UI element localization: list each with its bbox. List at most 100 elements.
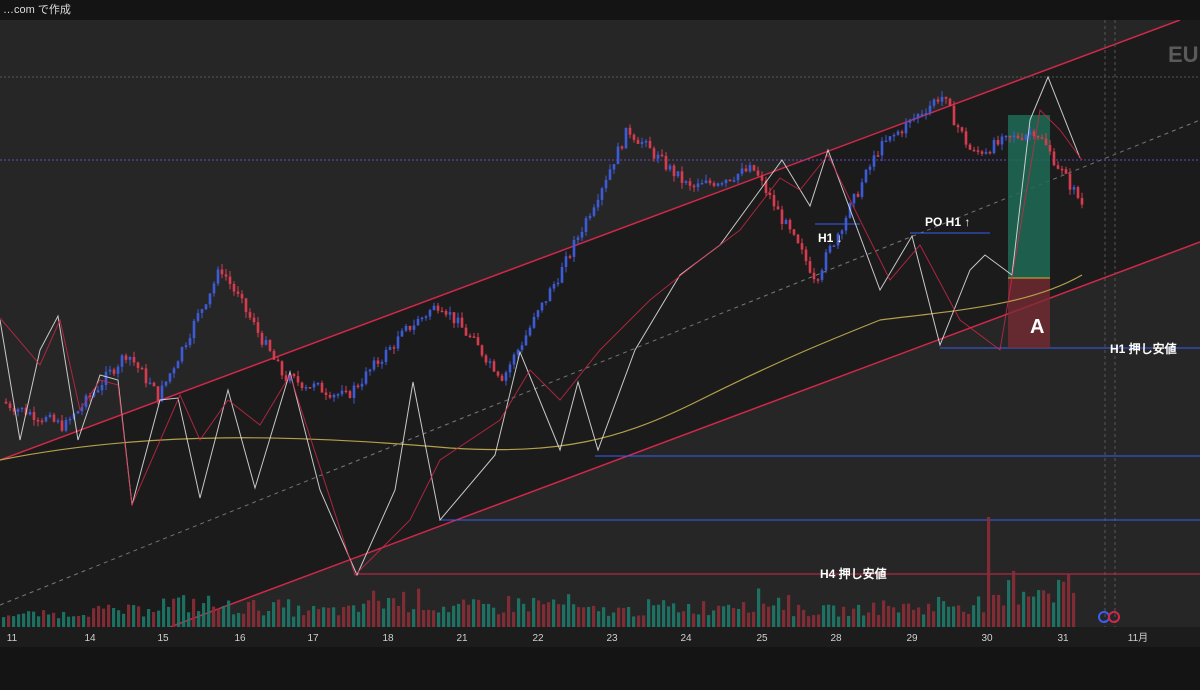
candle-body[interactable]	[236, 291, 240, 294]
candle-body[interactable]	[888, 136, 892, 141]
candle-body[interactable]	[1044, 138, 1048, 146]
candle-body[interactable]	[220, 269, 224, 275]
candle-body[interactable]	[476, 337, 480, 346]
candle-body[interactable]	[652, 148, 656, 159]
candle-body[interactable]	[92, 392, 96, 397]
candle-body[interactable]	[80, 406, 84, 412]
candle-body[interactable]	[492, 361, 496, 372]
candle-body[interactable]	[668, 165, 672, 170]
candle-body[interactable]	[196, 312, 200, 321]
candle-body[interactable]	[12, 408, 16, 412]
candle-body[interactable]	[572, 239, 576, 257]
candle-body[interactable]	[8, 403, 12, 409]
candle-body[interactable]	[376, 360, 380, 364]
candle-body[interactable]	[1024, 134, 1028, 140]
candle-body[interactable]	[972, 149, 976, 152]
candle-body[interactable]	[1004, 135, 1008, 138]
candle-body[interactable]	[520, 345, 524, 350]
price-chart[interactable]: EU H1 ↓ PO H1 ↑ H1 押し安値 H4 押し安値 A	[0, 20, 1200, 627]
candle-body[interactable]	[644, 140, 648, 143]
candle-body[interactable]	[856, 193, 860, 197]
candle-body[interactable]	[916, 114, 920, 119]
candle-body[interactable]	[756, 170, 760, 176]
candle-body[interactable]	[508, 364, 512, 373]
candle-body[interactable]	[276, 359, 280, 362]
candle-body[interactable]	[448, 312, 452, 315]
candle-body[interactable]	[700, 183, 704, 185]
candle-body[interactable]	[864, 169, 868, 183]
candle-body[interactable]	[528, 327, 532, 336]
candle-body[interactable]	[816, 279, 820, 281]
candle-body[interactable]	[980, 151, 984, 154]
candle-body[interactable]	[748, 165, 752, 172]
candle-body[interactable]	[708, 180, 712, 184]
candle-body[interactable]	[896, 131, 900, 135]
candle-body[interactable]	[736, 173, 740, 181]
candle-body[interactable]	[656, 154, 660, 159]
candle-body[interactable]	[804, 249, 808, 262]
candle-body[interactable]	[812, 272, 816, 280]
candle-body[interactable]	[964, 131, 968, 145]
candle-body[interactable]	[984, 151, 988, 154]
candle-body[interactable]	[256, 322, 260, 333]
candle-body[interactable]	[108, 369, 112, 372]
candle-body[interactable]	[728, 179, 732, 182]
candle-body[interactable]	[784, 219, 788, 225]
candle-body[interactable]	[704, 180, 708, 184]
candle-body[interactable]	[316, 382, 320, 385]
candle-body[interactable]	[532, 316, 536, 328]
candle-body[interactable]	[732, 180, 736, 182]
candle-body[interactable]	[776, 206, 780, 210]
candle-body[interactable]	[1032, 131, 1036, 137]
candle-body[interactable]	[312, 383, 316, 388]
candle-body[interactable]	[1048, 145, 1052, 152]
candle-body[interactable]	[152, 382, 156, 387]
candle-body[interactable]	[416, 318, 420, 326]
candle-body[interactable]	[40, 420, 44, 423]
candle-body[interactable]	[56, 420, 60, 423]
candle-body[interactable]	[288, 373, 292, 382]
moving-average-line[interactable]	[0, 274, 1083, 461]
candle-body[interactable]	[280, 361, 284, 376]
candle-body[interactable]	[268, 340, 272, 351]
candle-body[interactable]	[952, 105, 956, 126]
candle-body[interactable]	[1040, 137, 1044, 139]
candle-body[interactable]	[48, 414, 52, 418]
candle-body[interactable]	[596, 199, 600, 208]
candle-body[interactable]	[1052, 151, 1056, 166]
candle-body[interactable]	[324, 392, 328, 395]
candle-body[interactable]	[436, 305, 440, 311]
candle-body[interactable]	[244, 298, 248, 313]
candle-body[interactable]	[828, 245, 832, 253]
zigzag-red[interactable]	[0, 108, 1083, 576]
candle-body[interactable]	[168, 373, 172, 382]
candle-body[interactable]	[608, 169, 612, 180]
candle-body[interactable]	[1028, 131, 1032, 135]
candle-body[interactable]	[348, 391, 352, 398]
candle-body[interactable]	[772, 195, 776, 207]
candle-body[interactable]	[188, 338, 192, 346]
candle-body[interactable]	[456, 317, 460, 324]
candle-body[interactable]	[76, 411, 80, 414]
candle-body[interactable]	[536, 310, 540, 317]
candle-body[interactable]	[344, 390, 348, 393]
candle-body[interactable]	[524, 335, 528, 346]
candle-body[interactable]	[320, 382, 324, 393]
candle-body[interactable]	[328, 394, 332, 398]
candle-body[interactable]	[724, 179, 728, 184]
candle-body[interactable]	[304, 387, 308, 389]
candle-body[interactable]	[368, 369, 372, 372]
candle-body[interactable]	[740, 168, 744, 174]
candle-body[interactable]	[624, 127, 628, 149]
candle-body[interactable]	[884, 140, 888, 143]
candle-body[interactable]	[496, 371, 500, 376]
candle-body[interactable]	[192, 320, 196, 339]
candle-body[interactable]	[340, 390, 344, 395]
candle-body[interactable]	[612, 164, 616, 170]
candle-body[interactable]	[432, 305, 436, 311]
candle-body[interactable]	[124, 355, 128, 360]
candle-body[interactable]	[584, 218, 588, 232]
candle-body[interactable]	[404, 325, 408, 331]
candle-body[interactable]	[308, 387, 312, 389]
candle-body[interactable]	[1060, 168, 1064, 171]
